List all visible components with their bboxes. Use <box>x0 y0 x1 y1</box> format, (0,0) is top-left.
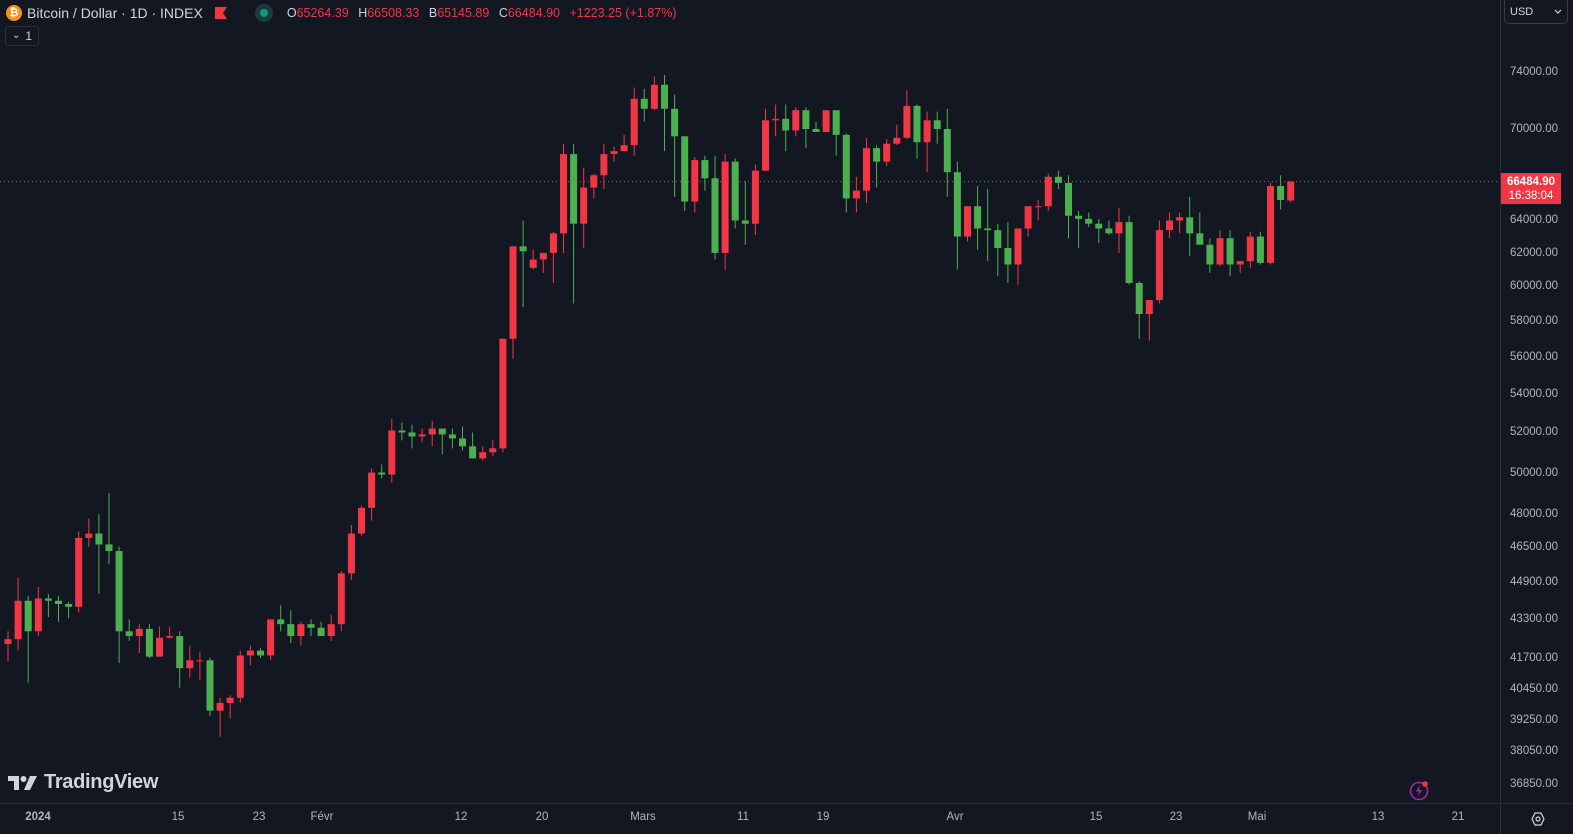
time-tick: Mars <box>630 811 656 823</box>
high-value: 66508.33 <box>367 6 420 20</box>
last-price-value: 66484.90 <box>1507 175 1555 188</box>
time-tick: 19 <box>816 811 830 823</box>
time-tick: Mai <box>1247 811 1267 823</box>
open-value: 65264.39 <box>296 6 349 20</box>
time-tick: Févr <box>310 811 334 823</box>
market-open-dot-icon[interactable] <box>254 4 273 22</box>
tradingview-logo-icon <box>8 775 37 790</box>
gear-hexagon-icon <box>1530 812 1545 826</box>
collapse-indicators-button[interactable]: ⌄ 1 <box>5 26 40 46</box>
low-label: B <box>428 6 438 20</box>
candlestick-chart[interactable] <box>0 0 1500 803</box>
indicator-count: 1 <box>25 29 33 43</box>
price-tick: 56000.00 <box>1510 350 1558 363</box>
symbol-legend[interactable]: ₿ Bitcoin / Dollar · 1D · INDEX O65264.3… <box>6 3 683 23</box>
candles-layer <box>4 75 1295 737</box>
time-tick: 15 <box>1089 811 1103 823</box>
time-tick: Avr <box>946 811 964 823</box>
price-tick: 50000.00 <box>1510 466 1558 479</box>
chevron-down-icon: ⌄ <box>12 30 21 41</box>
time-tick: 15 <box>171 811 185 823</box>
bar-countdown: 16:38:04 <box>1508 189 1554 202</box>
price-tick: 74000.00 <box>1510 66 1558 79</box>
logo-text: TradingView <box>44 771 159 793</box>
close-label: C <box>498 6 508 20</box>
time-tick: 23 <box>252 811 266 823</box>
chart-settings-button[interactable] <box>1500 803 1573 834</box>
price-scale[interactable]: 74000.00 70000.00 64000.00 62000.00 60000.00… <box>1500 0 1573 803</box>
time-tick: 20 <box>535 811 549 823</box>
change-value: +1223.25 (+1.87%) <box>569 6 677 20</box>
time-tick: 12 <box>454 811 468 823</box>
bitcoin-icon: ₿ <box>6 5 22 21</box>
last-price-label: 66484.90 16:38:04 <box>1501 173 1561 204</box>
close-value: 66484.90 <box>507 6 560 20</box>
time-scale[interactable]: 2024 15 23 Févr 12 20 Mars 11 19 Avr 15 23 Mai 13 21 <box>0 803 1500 834</box>
price-tick: 62000.00 <box>1510 246 1558 259</box>
currency-label: USD <box>1510 5 1534 18</box>
price-tick: 39250.00 <box>1510 713 1558 726</box>
price-tick: 48000.00 <box>1510 508 1558 521</box>
currency-select-button[interactable]: USD <box>1504 0 1568 24</box>
open-label: O <box>286 6 297 20</box>
price-tick: 54000.00 <box>1510 387 1558 400</box>
price-tick: 43300.00 <box>1510 613 1558 626</box>
low-value: 65145.89 <box>437 6 490 20</box>
price-tick: 41700.00 <box>1510 651 1558 664</box>
price-tick: 60000.00 <box>1510 280 1558 293</box>
time-tick: 11 <box>737 811 749 823</box>
price-tick: 52000.00 <box>1510 426 1558 439</box>
time-tick: 23 <box>1169 811 1183 823</box>
symbol-title[interactable]: Bitcoin / Dollar · 1D · INDEX <box>27 5 203 21</box>
price-tick: 44900.00 <box>1510 576 1558 589</box>
lightning-alert-icon[interactable] <box>1408 779 1430 801</box>
price-tick: 36850.00 <box>1510 778 1558 791</box>
time-tick: 13 <box>1371 811 1385 823</box>
price-tick: 46500.00 <box>1510 540 1558 553</box>
time-tick: 2024 <box>25 811 51 823</box>
tradingview-logo[interactable]: TradingView <box>8 771 158 794</box>
price-tick: 64000.00 <box>1510 214 1558 227</box>
price-tick: 58000.00 <box>1510 315 1558 327</box>
price-tick: 38050.00 <box>1510 745 1558 758</box>
price-tick: 70000.00 <box>1510 123 1558 135</box>
time-tick: 21 <box>1451 811 1465 823</box>
ohlc-values: O65264.39 H66508.33 B65145.89 C66484.90 … <box>287 6 683 20</box>
chevron-down-icon <box>1554 9 1562 14</box>
high-label: H <box>358 6 368 20</box>
red-flag-icon[interactable] <box>214 7 227 19</box>
price-tick: 40450.00 <box>1510 682 1558 695</box>
